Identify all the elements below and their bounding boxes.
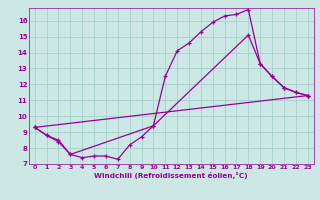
X-axis label: Windchill (Refroidissement éolien,°C): Windchill (Refroidissement éolien,°C) xyxy=(94,172,248,179)
